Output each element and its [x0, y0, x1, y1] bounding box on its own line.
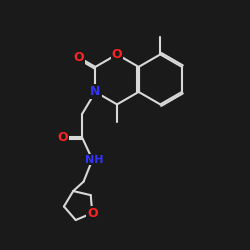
Text: NH: NH: [84, 154, 103, 164]
Text: O: O: [58, 131, 68, 144]
Text: O: O: [87, 206, 98, 220]
Text: N: N: [90, 86, 101, 98]
Text: O: O: [74, 51, 84, 64]
Text: O: O: [112, 48, 122, 61]
